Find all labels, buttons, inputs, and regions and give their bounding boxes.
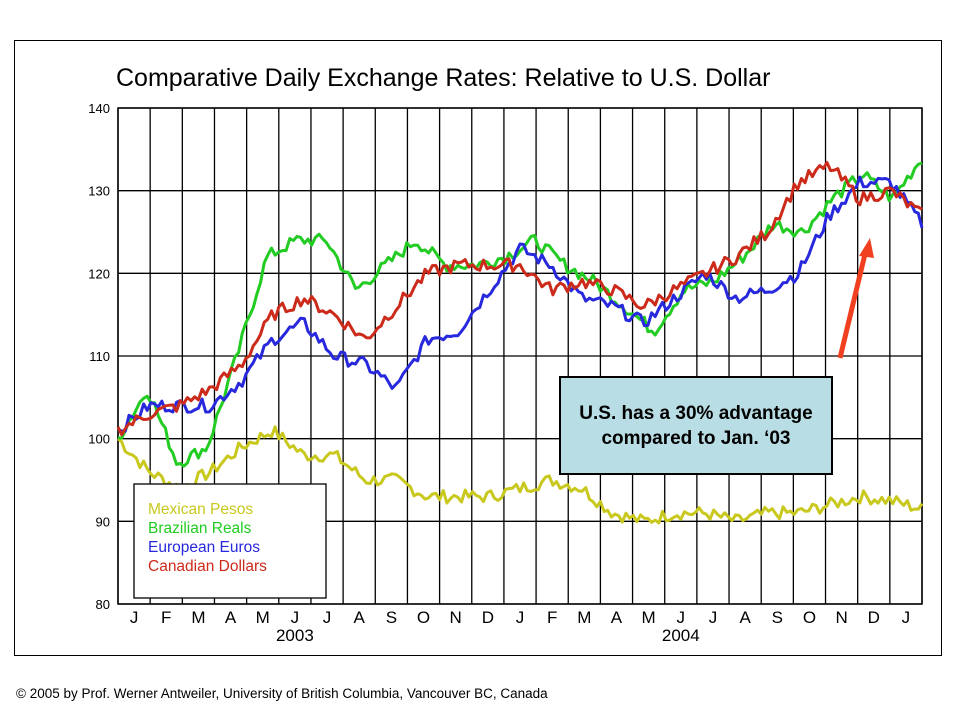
x-tick-label: M xyxy=(256,608,270,627)
x-tick-label: J xyxy=(291,608,300,627)
x-tick-label: O xyxy=(417,608,430,627)
y-tick-label: 120 xyxy=(88,266,110,281)
y-tick-label: 100 xyxy=(88,432,110,447)
x-tick-label: A xyxy=(225,608,237,627)
x-tick-label: M xyxy=(191,608,205,627)
x-tick-label: J xyxy=(902,608,911,627)
legend-box xyxy=(133,483,327,599)
x-tick-label: N xyxy=(835,608,847,627)
series-line-european-euros xyxy=(117,175,924,433)
legend-entry: Brazilian Reals xyxy=(148,520,252,537)
x-tick-label: M xyxy=(642,608,656,627)
legend-entry: European Euros xyxy=(148,539,260,556)
annotation-arrow-head xyxy=(859,238,874,258)
annotation-arrow-shaft xyxy=(837,253,868,359)
x-tick-label: J xyxy=(323,608,332,627)
plot-border xyxy=(117,107,923,605)
x-tick-label: O xyxy=(803,608,816,627)
x-tick-label: J xyxy=(130,608,139,627)
x-tick-label: J xyxy=(709,608,718,627)
y-tick-label: 130 xyxy=(88,184,110,199)
series-line-brazilian-reals xyxy=(117,161,923,468)
year-label: 2004 xyxy=(662,626,700,645)
x-tick-label: J xyxy=(516,608,525,627)
x-tick-label: A xyxy=(739,608,751,627)
x-tick-label: F xyxy=(547,608,557,627)
y-tick-label: 110 xyxy=(89,349,110,364)
chart-title: Comparative Daily Exchange Rates: Relati… xyxy=(116,64,770,92)
x-tick-label: D xyxy=(482,608,494,627)
x-tick-label: S xyxy=(772,608,783,627)
series-line-canadian-dollars xyxy=(116,161,923,437)
x-tick-label: D xyxy=(868,608,880,627)
x-tick-label: S xyxy=(386,608,397,627)
x-tick-label: M xyxy=(577,608,591,627)
y-tick-label: 80 xyxy=(96,597,110,612)
x-tick-label: A xyxy=(611,608,623,627)
series-line-mexican-pesos xyxy=(117,425,924,525)
legend-entry: Mexican Pesos xyxy=(148,501,253,518)
callout-box: U.S. has a 30% advantage compared to Jan… xyxy=(559,376,833,475)
chart-frame xyxy=(14,40,942,656)
x-tick-label: A xyxy=(354,608,366,627)
legend-entry: Canadian Dollars xyxy=(148,558,267,575)
y-tick-label: 140 xyxy=(88,101,110,116)
x-tick-label: F xyxy=(161,608,171,627)
x-tick-label: J xyxy=(677,608,686,627)
copyright-text: © 2005 by Prof. Werner Antweiler, Univer… xyxy=(16,686,548,701)
y-tick-label: 90 xyxy=(96,514,110,529)
x-tick-label: N xyxy=(450,608,462,627)
year-label: 2003 xyxy=(276,626,314,645)
